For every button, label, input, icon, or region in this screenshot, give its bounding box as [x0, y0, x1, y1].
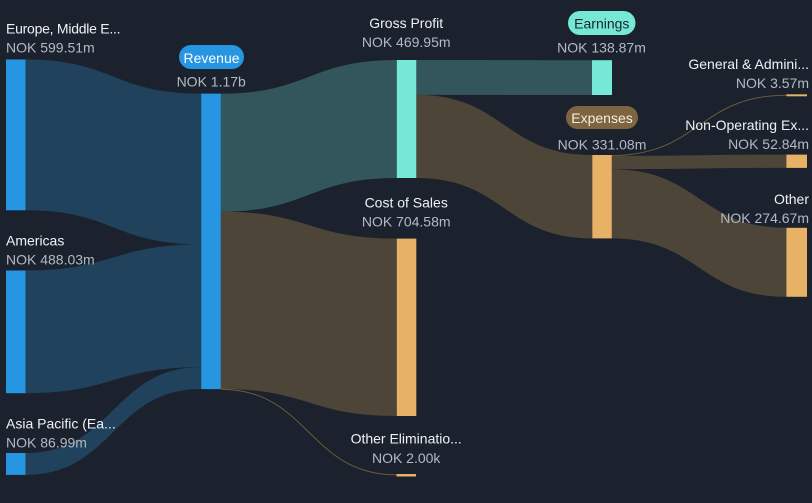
- svg-text:NOK 469.95m: NOK 469.95m: [362, 34, 451, 50]
- svg-text:NOK 599.51m: NOK 599.51m: [6, 39, 95, 55]
- svg-text:Cost of Sales: Cost of Sales: [365, 195, 448, 211]
- svg-text:Expenses: Expenses: [571, 110, 632, 126]
- svg-text:Gross Profit: Gross Profit: [369, 15, 443, 31]
- svg-text:Revenue: Revenue: [183, 50, 239, 66]
- svg-text:NOK 488.03m: NOK 488.03m: [6, 252, 95, 268]
- svg-text:NOK 3.57m: NOK 3.57m: [736, 75, 809, 91]
- svg-text:Americas: Americas: [6, 233, 64, 249]
- svg-text:Europe, Middle E...: Europe, Middle E...: [6, 21, 120, 37]
- svg-text:NOK 331.08m: NOK 331.08m: [558, 137, 647, 153]
- svg-text:Non-Operating Ex...: Non-Operating Ex...: [685, 117, 809, 133]
- svg-text:Other Eliminatio...: Other Eliminatio...: [351, 431, 462, 447]
- svg-text:NOK 1.17b: NOK 1.17b: [177, 74, 246, 90]
- svg-text:NOK 704.58m: NOK 704.58m: [362, 213, 451, 229]
- svg-text:Earnings: Earnings: [574, 15, 629, 31]
- svg-text:NOK 138.87m: NOK 138.87m: [557, 40, 646, 56]
- svg-text:NOK 274.67m: NOK 274.67m: [720, 210, 809, 226]
- svg-text:NOK 52.84m: NOK 52.84m: [728, 136, 809, 152]
- svg-text:Other: Other: [774, 191, 809, 207]
- svg-text:Asia Pacific (Ea...: Asia Pacific (Ea...: [6, 416, 116, 432]
- svg-text:NOK 2.00k: NOK 2.00k: [372, 450, 441, 466]
- svg-text:General & Admini...: General & Admini...: [688, 56, 809, 72]
- svg-text:NOK 86.99m: NOK 86.99m: [6, 435, 87, 451]
